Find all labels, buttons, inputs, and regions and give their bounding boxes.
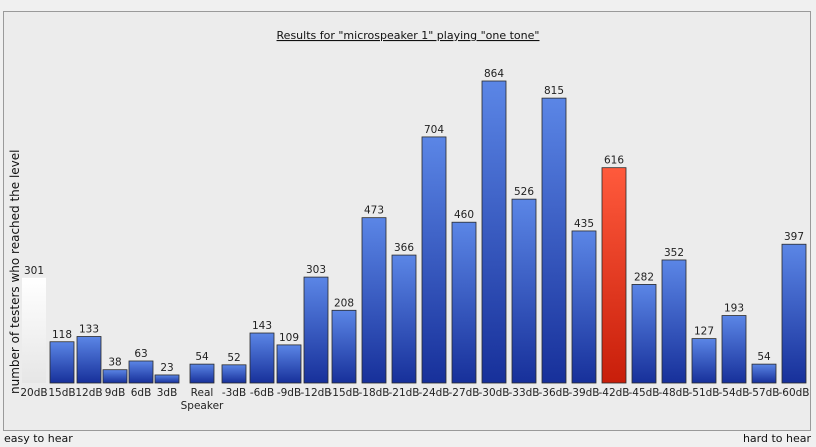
tick-label-17: -30dB [478,387,509,399]
value-label-18: 526 [514,186,534,198]
value-label-7: 54 [195,351,209,363]
x-axis-label-hard: hard to hear [742,432,811,445]
value-label-6: 23 [160,362,173,374]
tick-label-9: -6dB [250,387,274,399]
bar-8 [221,364,247,384]
tick-label-26: -57dB [748,387,779,399]
tick-label-6: 3dB [157,387,178,399]
tick-label-22: -45dB [628,387,659,399]
tick-label-18: -33dB [508,387,539,399]
value-label-21: 616 [604,155,624,167]
value-label-17: 864 [484,68,504,80]
bar-16 [451,221,477,384]
value-label-12: 208 [334,297,354,309]
tick-label-20: -39dB [568,387,599,399]
value-label-14: 366 [394,242,414,254]
tick-label-12: -15dB [328,387,359,399]
tick-label-27: -60dB [778,387,809,399]
tick-label-1: 20dB [20,387,47,399]
bar-13 [361,217,387,384]
bar-20 [571,230,597,384]
bar-chart: Results for "microspeaker 1" playing "on… [8,29,810,412]
bar-24 [691,338,717,384]
value-label-1: 301 [24,265,44,277]
tick-label-7-line-1: Real [191,387,214,399]
tick-label-21: -42dB [598,387,629,399]
value-label-23: 352 [664,247,684,259]
tick-label-3: 12dB [75,387,102,399]
x-axis-label-easy: easy to hear [4,432,73,445]
bar-3 [76,336,102,384]
bar-23 [661,259,687,384]
value-label-8: 52 [227,352,240,364]
bar-21 [601,167,627,384]
tick-label-2: 15dB [48,387,75,399]
value-label-13: 473 [364,205,384,217]
bar-15 [421,136,447,384]
value-label-2: 118 [52,329,72,341]
value-label-27: 397 [784,231,804,243]
tick-label-24: -51dB [688,387,719,399]
bar-1 [22,277,46,383]
bar-4 [102,369,128,384]
bar-11 [303,276,329,384]
chart-title: Results for "microspeaker 1" playing "on… [277,29,540,42]
bar-25 [721,315,747,384]
value-label-4: 38 [108,357,121,369]
value-label-5: 63 [134,348,147,360]
tick-label-16: -27dB [448,387,479,399]
value-label-26: 54 [757,351,771,363]
bar-14 [391,254,417,384]
chart-frame: Results for "microspeaker 1" playing "on… [3,11,811,431]
bar-18 [511,198,537,384]
value-label-22: 282 [634,271,654,283]
y-axis-label: number of testers who reached the level [8,150,22,395]
tick-label-19: -36dB [538,387,569,399]
bar-27 [781,243,807,384]
bar-22 [631,284,657,384]
tick-label-10: -9dB [277,387,301,399]
value-label-16: 460 [454,209,474,221]
bar-7 [189,363,215,384]
bar-17 [481,80,507,384]
tick-label-25: -54dB [718,387,749,399]
value-label-15: 704 [424,124,444,136]
tick-label-15: -24dB [418,387,449,399]
tick-label-14: -21dB [388,387,419,399]
bar-26 [751,363,777,384]
value-label-11: 303 [306,264,326,276]
tick-label-11: -12dB [300,387,331,399]
tick-label-23: -48dB [658,387,689,399]
tick-label-8: -3dB [222,387,246,399]
tick-label-7-line-2: Speaker [181,400,224,412]
value-label-10: 109 [279,332,299,344]
value-label-19: 815 [544,85,564,97]
value-label-3: 133 [79,324,99,336]
value-label-9: 143 [252,320,272,332]
bar-5 [128,360,154,384]
bar-9 [249,332,275,384]
tick-label-13: -18dB [358,387,389,399]
value-label-20: 435 [574,218,594,230]
value-label-24: 127 [694,326,714,338]
bar-19 [541,97,567,384]
tick-label-4: 9dB [105,387,126,399]
value-label-25: 193 [724,303,744,315]
bar-6 [154,374,180,384]
bar-10 [276,344,302,384]
tick-label-5: 6dB [131,387,152,399]
bar-2 [49,341,75,384]
bar-12 [331,309,357,384]
